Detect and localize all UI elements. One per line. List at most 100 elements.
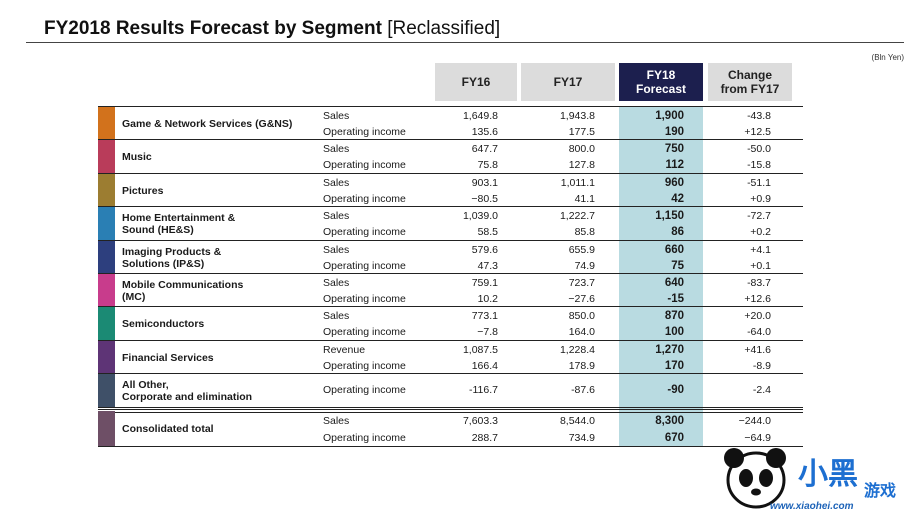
table-bottom-rule	[98, 446, 803, 447]
metric-label: Operating income	[323, 293, 406, 305]
metric-line: Sales 759.1 723.7 640 -83.7	[98, 275, 803, 291]
value-change: +12.5	[744, 126, 771, 138]
total-divider-top	[98, 409, 803, 410]
segment-name-lines: Semiconductors	[122, 318, 204, 330]
value-fy18-forecast: -90	[667, 384, 684, 396]
segment-row: Pictures Sales 903.1 1,011.1 960 -51.1 Operati…	[98, 174, 803, 207]
value-change: -2.4	[752, 384, 771, 396]
value-fy18-forecast: 750	[664, 143, 684, 155]
row-divider	[98, 173, 803, 174]
value-fy16: 10.2	[477, 293, 498, 305]
value-fy16: -116.7	[469, 384, 498, 396]
panda-icon	[724, 448, 786, 509]
segment-name: Semiconductors	[122, 307, 204, 340]
value-fy17: 734.9	[568, 432, 595, 444]
segment-name: Pictures	[122, 174, 163, 207]
metric-label: Revenue	[323, 344, 366, 356]
value-fy18-forecast: 42	[671, 193, 684, 205]
segment-name-line: Corporate and elimination	[122, 390, 253, 403]
metric-line: Revenue 1,087.5 1,228.4 1,270 +41.6	[98, 342, 803, 358]
metric-line: Operating income 10.2 −27.6 -15 +12.6	[98, 291, 803, 307]
value-change: -15.8	[747, 159, 771, 171]
segment-color-swatch	[98, 107, 115, 140]
segment-color-swatch	[98, 411, 115, 447]
metric-label: Sales	[323, 244, 350, 256]
title-divider	[26, 42, 904, 43]
segment-row: Music Sales 647.7 800.0 750 -50.0 Operating in…	[98, 140, 803, 173]
page-title: FY2018 Results Forecast by Segment [Recl…	[44, 18, 501, 39]
row-divider	[98, 106, 803, 107]
value-fy18-forecast: 960	[664, 177, 684, 189]
value-fy16: 58.5	[477, 226, 498, 238]
segment-name: Game & Network Services (G&NS)	[122, 107, 292, 140]
value-change: +20.0	[744, 310, 771, 322]
segment-name-lines: Music	[122, 151, 152, 163]
metric-label: Sales	[323, 177, 350, 189]
metric-label: Operating income	[323, 159, 406, 171]
metric-line: Operating income 47.3 74.9 75 +0.1	[98, 258, 803, 274]
value-fy16: 47.3	[477, 260, 498, 272]
segment-name: Music	[122, 140, 152, 173]
value-fy16: 1,649.8	[462, 110, 498, 122]
segment-color-swatch	[98, 307, 115, 340]
metric-line: Sales 1,649.8 1,943.8 1,900 -43.8	[98, 108, 803, 124]
metric-line: Sales 1,039.0 1,222.7 1,150 -72.7	[98, 208, 803, 224]
value-fy18-forecast: 870	[664, 310, 684, 322]
segment-name-lines: Home Entertainment & Sound (HE&S)	[122, 212, 235, 236]
forecast-column-highlight	[619, 106, 703, 446]
segment-color-swatch	[98, 174, 115, 207]
metric-label: Sales	[323, 210, 350, 222]
row-divider	[98, 139, 803, 140]
segment-color-swatch	[98, 274, 115, 307]
metric-label: Sales	[323, 110, 350, 122]
value-change: -8.9	[752, 360, 771, 372]
segment-name-lines: Game & Network Services (G&NS)	[122, 118, 292, 130]
metric-label: Sales	[323, 415, 350, 427]
metric-line: Operating income 75.8 127.8 112 -15.8	[98, 157, 803, 173]
value-change: −244.0	[738, 415, 771, 427]
segment-name-line: Semiconductors	[122, 317, 205, 330]
row-divider	[98, 306, 803, 307]
metric-label: Sales	[323, 277, 350, 289]
segment-name: Financial Services	[122, 341, 214, 374]
total-row: Consolidated total Sales 7,603.3 8,544.0 8,3…	[98, 411, 803, 447]
metric-label: Sales	[323, 143, 350, 155]
segment-color-swatch	[98, 207, 115, 240]
watermark-logo: 小黑 游戏	[724, 448, 896, 509]
value-fy17: -87.6	[571, 384, 595, 396]
value-fy18-forecast: 1,270	[655, 344, 684, 356]
metric-label: Sales	[323, 310, 350, 322]
value-fy18-forecast: 75	[671, 260, 684, 272]
value-fy17: 41.1	[574, 193, 595, 205]
segment-name-lines: Pictures	[122, 185, 163, 197]
value-fy18-forecast: 640	[664, 277, 684, 289]
value-fy16: 75.8	[477, 159, 498, 171]
metric-line: Operating income 166.4 178.9 170 -8.9	[98, 358, 803, 374]
segment-row: Financial Services Revenue 1,087.5 1,228.4 1…	[98, 341, 803, 374]
value-fy16: 579.6	[471, 244, 498, 256]
value-fy17: 85.8	[574, 226, 595, 238]
column-header-change: Change from FY17	[708, 63, 792, 101]
metric-line: Sales 7,603.3 8,544.0 8,300 −244.0	[98, 413, 803, 429]
value-fy16: 903.1	[471, 177, 498, 189]
value-change: +0.1	[750, 260, 771, 272]
metric-line: Operating income 135.6 177.5 190 +12.5	[98, 124, 803, 140]
metric-line: Operating income −7.8 164.0 100 -64.0	[98, 324, 803, 340]
value-fy17: 127.8	[568, 159, 595, 171]
value-fy16: 759.1	[471, 277, 498, 289]
metric-line: Operating income 58.5 85.8 86 +0.2	[98, 224, 803, 240]
value-fy17: 177.5	[568, 126, 595, 138]
value-fy17: 1,228.4	[559, 344, 595, 356]
column-header-fy16: FY16	[435, 63, 517, 101]
metric-label: Operating income	[323, 260, 406, 272]
value-fy17: 178.9	[568, 360, 595, 372]
segment-row: Home Entertainment & Sound (HE&S) Sales 1,0…	[98, 207, 803, 240]
value-fy18-forecast: 170	[664, 360, 684, 372]
segment-row: Semiconductors Sales 773.1 850.0 870 +20.0 Ope…	[98, 307, 803, 340]
value-fy16: 1,039.0	[462, 210, 498, 222]
value-change: -72.7	[747, 210, 771, 222]
value-fy17: 74.9	[574, 260, 595, 272]
value-change: +41.6	[744, 344, 771, 356]
value-fy16: 288.7	[471, 432, 498, 444]
metric-line: Sales 647.7 800.0 750 -50.0	[98, 141, 803, 157]
